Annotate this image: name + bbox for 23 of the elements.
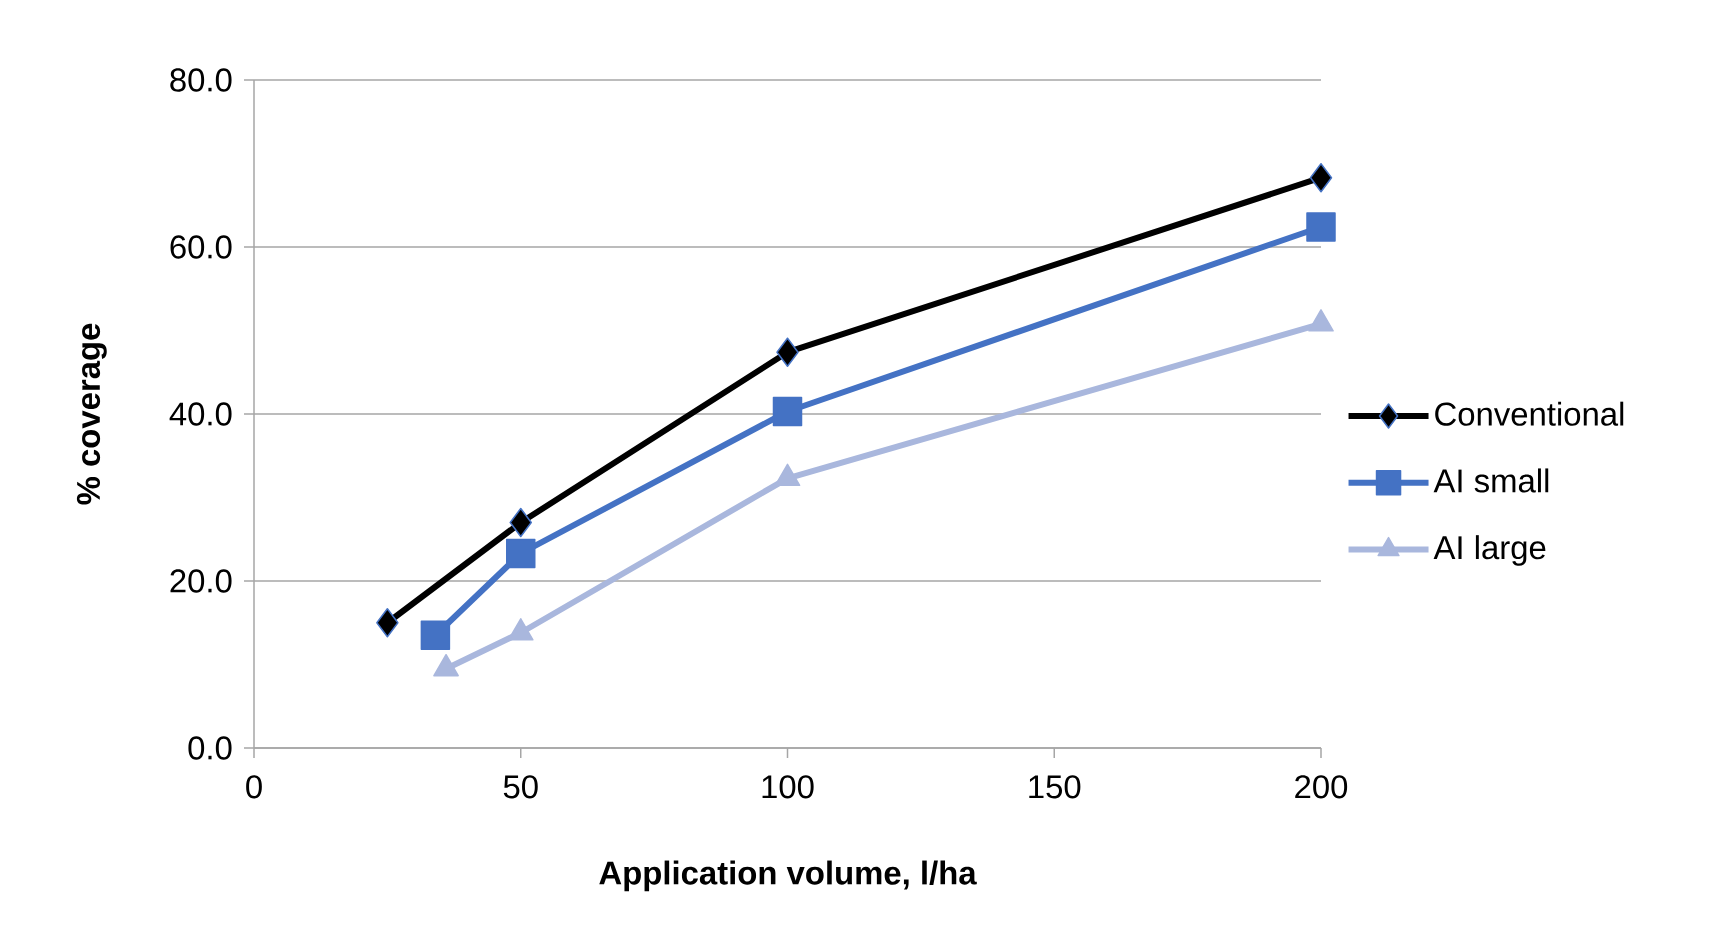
x-tick-label: 0	[246, 775, 262, 799]
point	[1309, 162, 1333, 193]
y-tick-label: 40.0	[169, 402, 232, 426]
y-tick-label: 0.0	[188, 736, 232, 760]
y-axis-title: % coverage	[76, 323, 107, 505]
legend-label: Conventional	[1435, 401, 1624, 426]
y-tick-label: 20.0	[170, 569, 232, 593]
x-tick-label: 150	[1029, 775, 1081, 799]
y-tick-label: 80.0	[170, 68, 232, 92]
point	[506, 538, 536, 569]
x-tick-label: 100	[762, 775, 814, 799]
point	[772, 396, 803, 427]
point	[509, 507, 532, 538]
legend-label: AI large	[1433, 535, 1546, 566]
y-tick-label: 60.0	[170, 235, 232, 259]
point	[420, 620, 451, 651]
legend-label: AI small	[1433, 468, 1549, 493]
point	[1306, 212, 1336, 242]
point	[376, 608, 399, 638]
x-tick-label: 50	[503, 775, 538, 799]
point	[776, 337, 799, 367]
x-tick-label: 200	[1295, 775, 1348, 799]
x-axis-title: Application volume, l/ha	[599, 860, 977, 892]
